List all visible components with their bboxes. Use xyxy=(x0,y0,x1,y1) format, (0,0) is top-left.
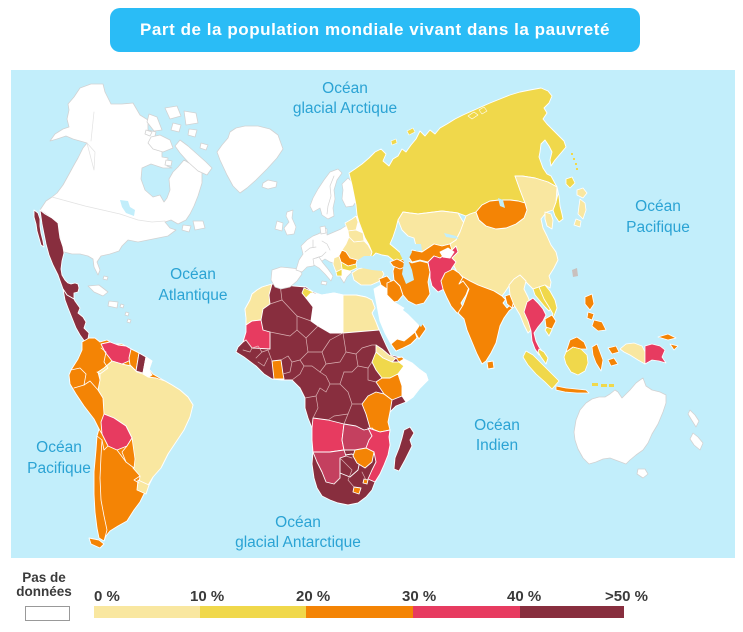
svg-text:>50 %: >50 % xyxy=(605,588,648,605)
svg-text:0 %: 0 % xyxy=(94,588,120,605)
svg-text:40 %: 40 % xyxy=(507,588,541,605)
svg-text:Océan: Océan xyxy=(322,80,368,97)
svg-text:20 %: 20 % xyxy=(296,588,330,605)
svg-text:Atlantique: Atlantique xyxy=(159,287,228,304)
svg-text:Océan: Océan xyxy=(36,439,82,456)
svg-text:Océan: Océan xyxy=(170,266,216,283)
svg-text:10 %: 10 % xyxy=(190,588,224,605)
svg-text:Océan: Océan xyxy=(635,198,681,215)
svg-text:Océan: Océan xyxy=(474,417,520,434)
svg-text:glacial Antarctique: glacial Antarctique xyxy=(235,534,361,551)
svg-text:Indien: Indien xyxy=(476,437,518,454)
svg-text:Océan: Océan xyxy=(275,514,321,531)
svg-text:Pacifique: Pacifique xyxy=(626,219,690,236)
svg-text:glacial Arctique: glacial Arctique xyxy=(293,100,397,117)
svg-text:Pacifique: Pacifique xyxy=(27,460,91,477)
svg-text:30 %: 30 % xyxy=(402,588,436,605)
